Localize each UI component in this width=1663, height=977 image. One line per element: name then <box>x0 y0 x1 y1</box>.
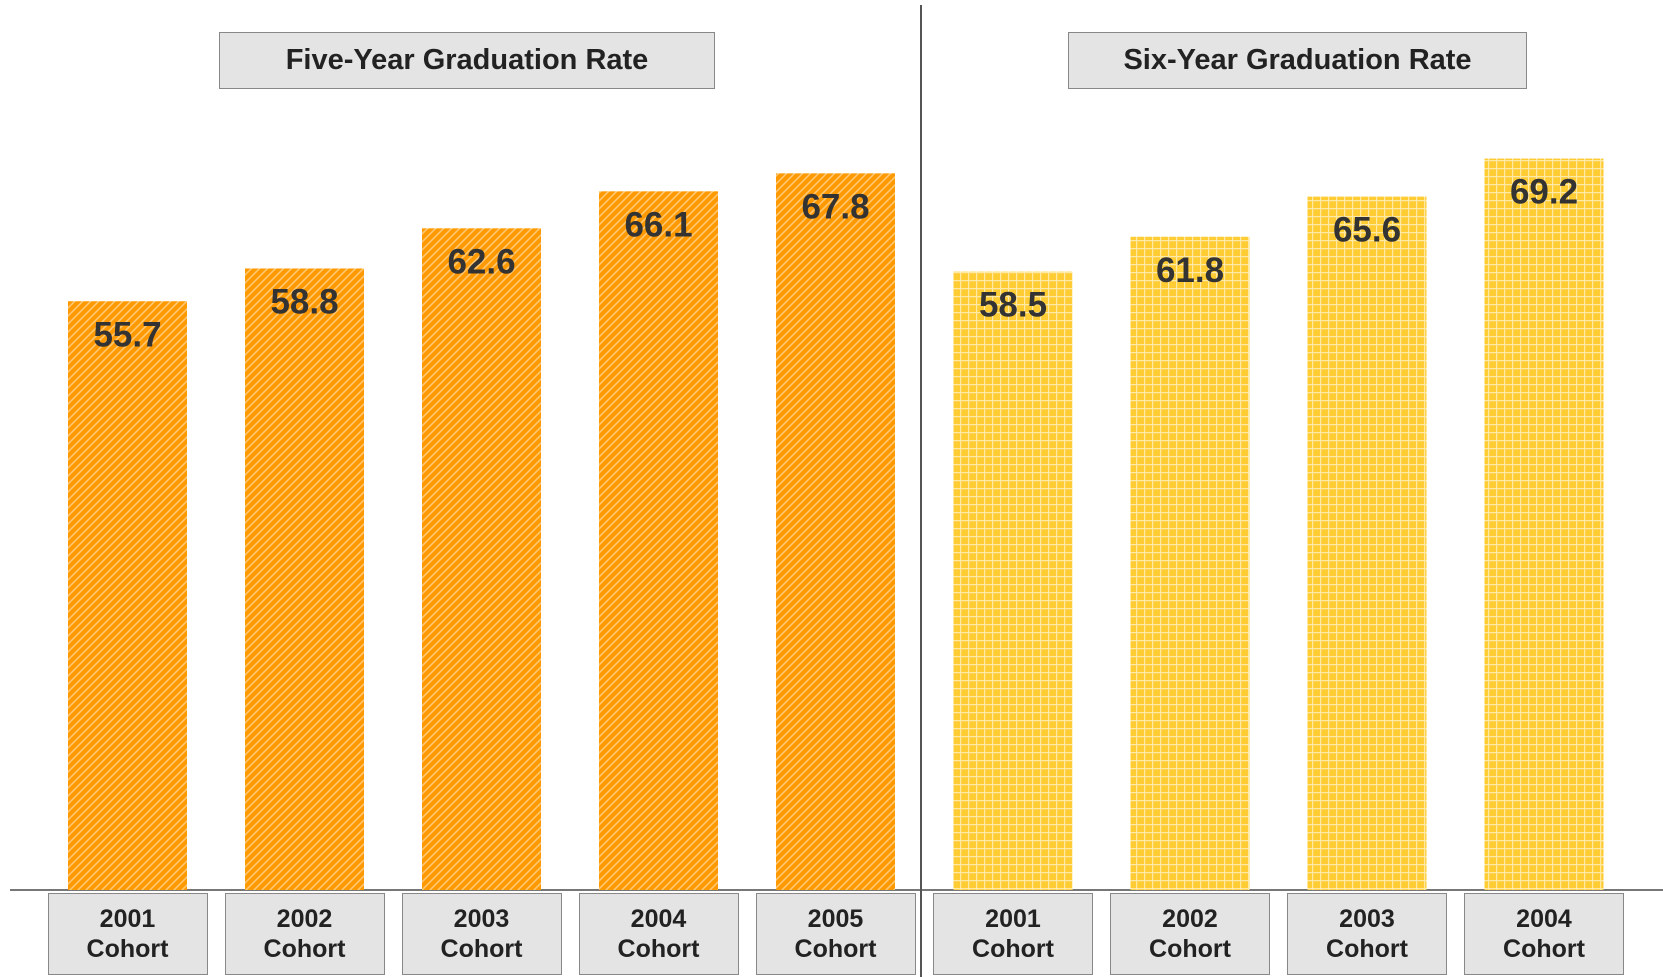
category-label: 2001 Cohort <box>47 893 208 975</box>
value-label: 58.5 <box>979 286 1047 325</box>
bar <box>599 191 718 890</box>
value-label: 66.1 <box>624 205 692 244</box>
bar <box>776 173 895 890</box>
value-label: 62.6 <box>447 242 515 281</box>
category-label: 2005 Cohort <box>755 893 916 975</box>
value-label: 61.8 <box>1156 251 1224 290</box>
category-label: 2003 Cohort <box>1287 893 1447 975</box>
bar <box>422 228 541 890</box>
bar <box>1307 196 1427 890</box>
bar <box>68 301 187 891</box>
value-label: 58.8 <box>270 282 338 321</box>
panel-title: Six-Year Graduation Rate <box>1068 32 1527 89</box>
bar <box>1130 236 1250 891</box>
category-label: 2003 Cohort <box>401 893 562 975</box>
value-label: 55.7 <box>93 315 161 354</box>
category-label: 2004 Cohort <box>1464 893 1624 975</box>
panel-title: Five-Year Graduation Rate <box>219 32 715 89</box>
bar <box>245 268 364 890</box>
value-label: 69.2 <box>1510 173 1578 212</box>
value-label: 67.8 <box>801 187 869 226</box>
category-label: 2002 Cohort <box>1110 893 1270 975</box>
category-label: 2004 Cohort <box>578 893 739 975</box>
category-label: 2001 Cohort <box>933 893 1093 975</box>
bar <box>1484 158 1604 890</box>
value-label: 65.6 <box>1333 211 1401 250</box>
bar <box>953 271 1073 890</box>
category-label: 2002 Cohort <box>224 893 385 975</box>
